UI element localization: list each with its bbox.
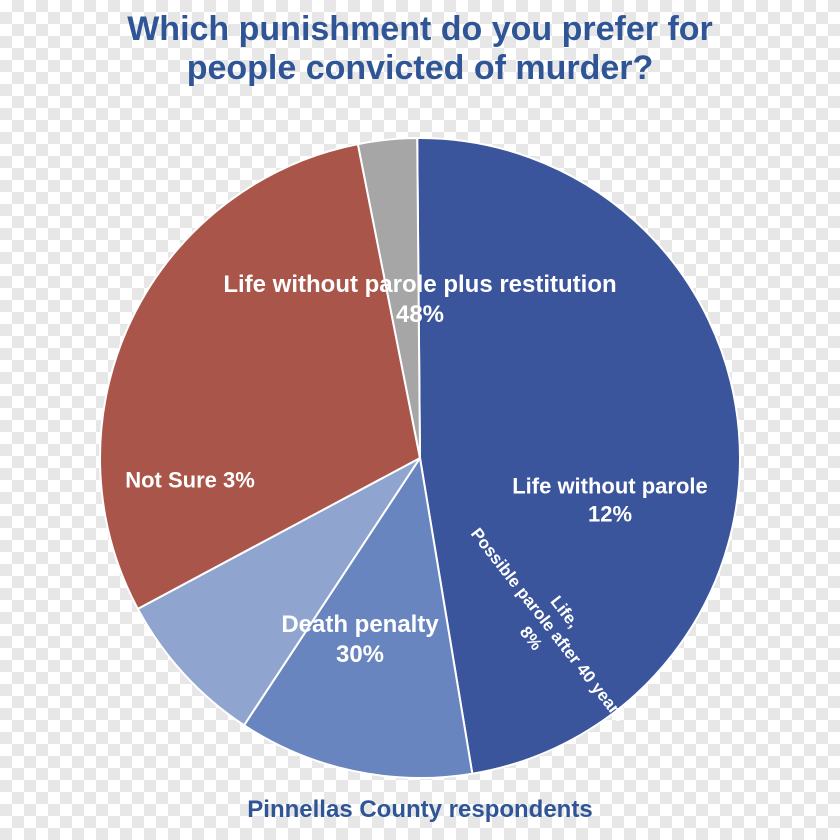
chart-stage: Which punishment do you prefer for peopl…: [0, 0, 840, 840]
pie-chart: [82, 120, 758, 796]
pie-slice-lwop_rest: [417, 138, 740, 774]
chart-footer: Pinnellas County respondents: [0, 796, 840, 824]
chart-title: Which punishment do you prefer for peopl…: [0, 10, 840, 88]
